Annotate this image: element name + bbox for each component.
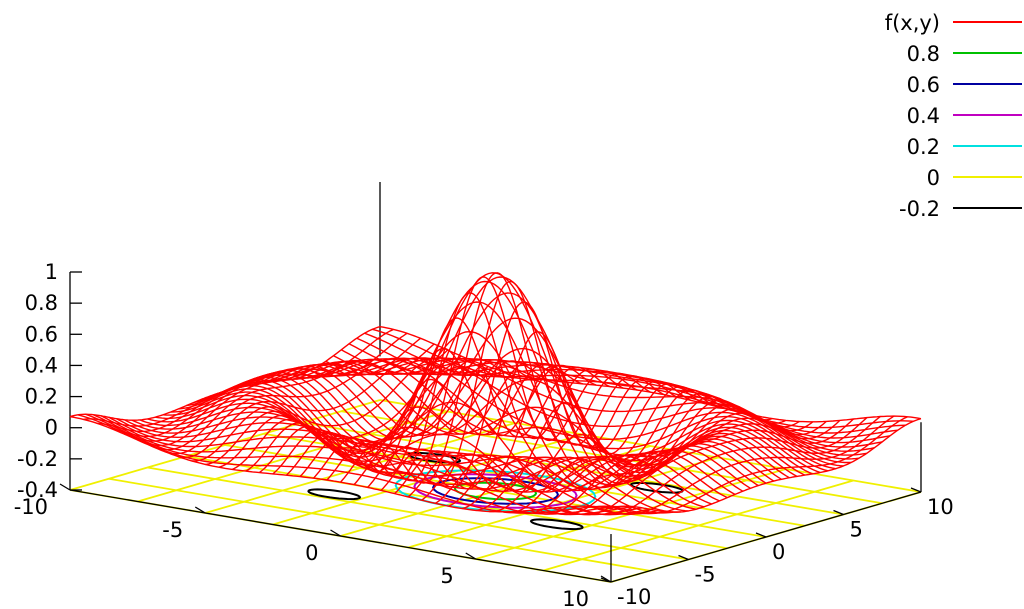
z-tick-label: 0 <box>45 416 58 440</box>
contour-neg0.2 <box>407 451 462 464</box>
legend-label: -0.2 <box>899 197 940 221</box>
x-tick <box>465 552 477 560</box>
contour-neg0.2 <box>307 488 362 501</box>
base-grid-line <box>543 479 854 572</box>
z-tick-label: -0.2 <box>17 447 58 471</box>
surface-line <box>356 337 898 439</box>
z-tick-label: 0.4 <box>25 353 58 377</box>
surface-line <box>302 357 844 467</box>
y-tick <box>678 554 689 561</box>
z-tick-label: 1 <box>45 260 58 284</box>
legend: f(x,y) 0.8 0.6 0.4 0.2 0 -0.2 <box>885 11 1022 221</box>
contour-neg0.2 <box>629 481 684 494</box>
x-tick <box>330 529 341 537</box>
surface-line <box>597 416 908 515</box>
z-tick-label: -0.4 <box>17 478 58 502</box>
base-grid-line <box>407 456 719 549</box>
y-tick-label: -5 <box>695 563 716 587</box>
surface-line <box>364 332 906 434</box>
y-tick <box>910 487 922 493</box>
surface-line <box>529 419 841 515</box>
legend-label: 0.8 <box>907 42 940 66</box>
y-tick-label: 5 <box>850 518 863 542</box>
surface-line <box>348 343 891 444</box>
surface-line <box>286 358 829 472</box>
surface-line <box>556 417 868 516</box>
y-tick-label: 0 <box>772 540 785 564</box>
surface-line <box>353 280 665 486</box>
x-tick-label: 5 <box>440 564 453 588</box>
surface-line <box>333 355 875 452</box>
x-tick-label: 0 <box>305 541 318 565</box>
z-tick-label: 0.2 <box>25 385 58 409</box>
y-tick <box>833 509 844 516</box>
legend-label: 0.6 <box>907 73 940 97</box>
legend-label: f(x,y) <box>885 11 940 35</box>
surface-line <box>543 418 854 516</box>
z-tick-label: 0.8 <box>25 291 58 315</box>
surface-line <box>294 358 836 470</box>
surface-line <box>421 389 732 501</box>
y-tick <box>755 532 767 538</box>
surface-line <box>325 357 867 456</box>
y-tick-label: -10 <box>617 585 651 609</box>
surface-line <box>610 418 922 513</box>
contour-neg0.2 <box>529 518 584 531</box>
surface-line <box>583 415 895 515</box>
base-grid-line <box>379 399 922 493</box>
surface-line <box>279 359 821 474</box>
x-tick-label: -5 <box>162 518 183 542</box>
legend-label: 0.4 <box>907 104 940 128</box>
surface-line <box>570 415 881 516</box>
surface-line <box>271 361 813 475</box>
surface-line <box>380 331 692 491</box>
y-tick <box>600 577 612 583</box>
legend-label: 0 <box>927 166 940 190</box>
x-tick-label: -10 <box>14 495 48 519</box>
surface-line <box>372 328 914 429</box>
x-tick <box>59 483 71 491</box>
surface-line <box>340 349 883 448</box>
surface-mesh <box>69 272 922 516</box>
surface-line <box>367 301 678 488</box>
y-tick-label: 10 <box>927 495 954 519</box>
z-tick-label: 0.6 <box>25 322 58 346</box>
surface-line <box>310 357 852 464</box>
legend-label: 0.2 <box>907 135 940 159</box>
x-tick-label: 10 <box>562 587 589 609</box>
x-tick <box>194 506 206 514</box>
surface-line <box>379 326 922 423</box>
